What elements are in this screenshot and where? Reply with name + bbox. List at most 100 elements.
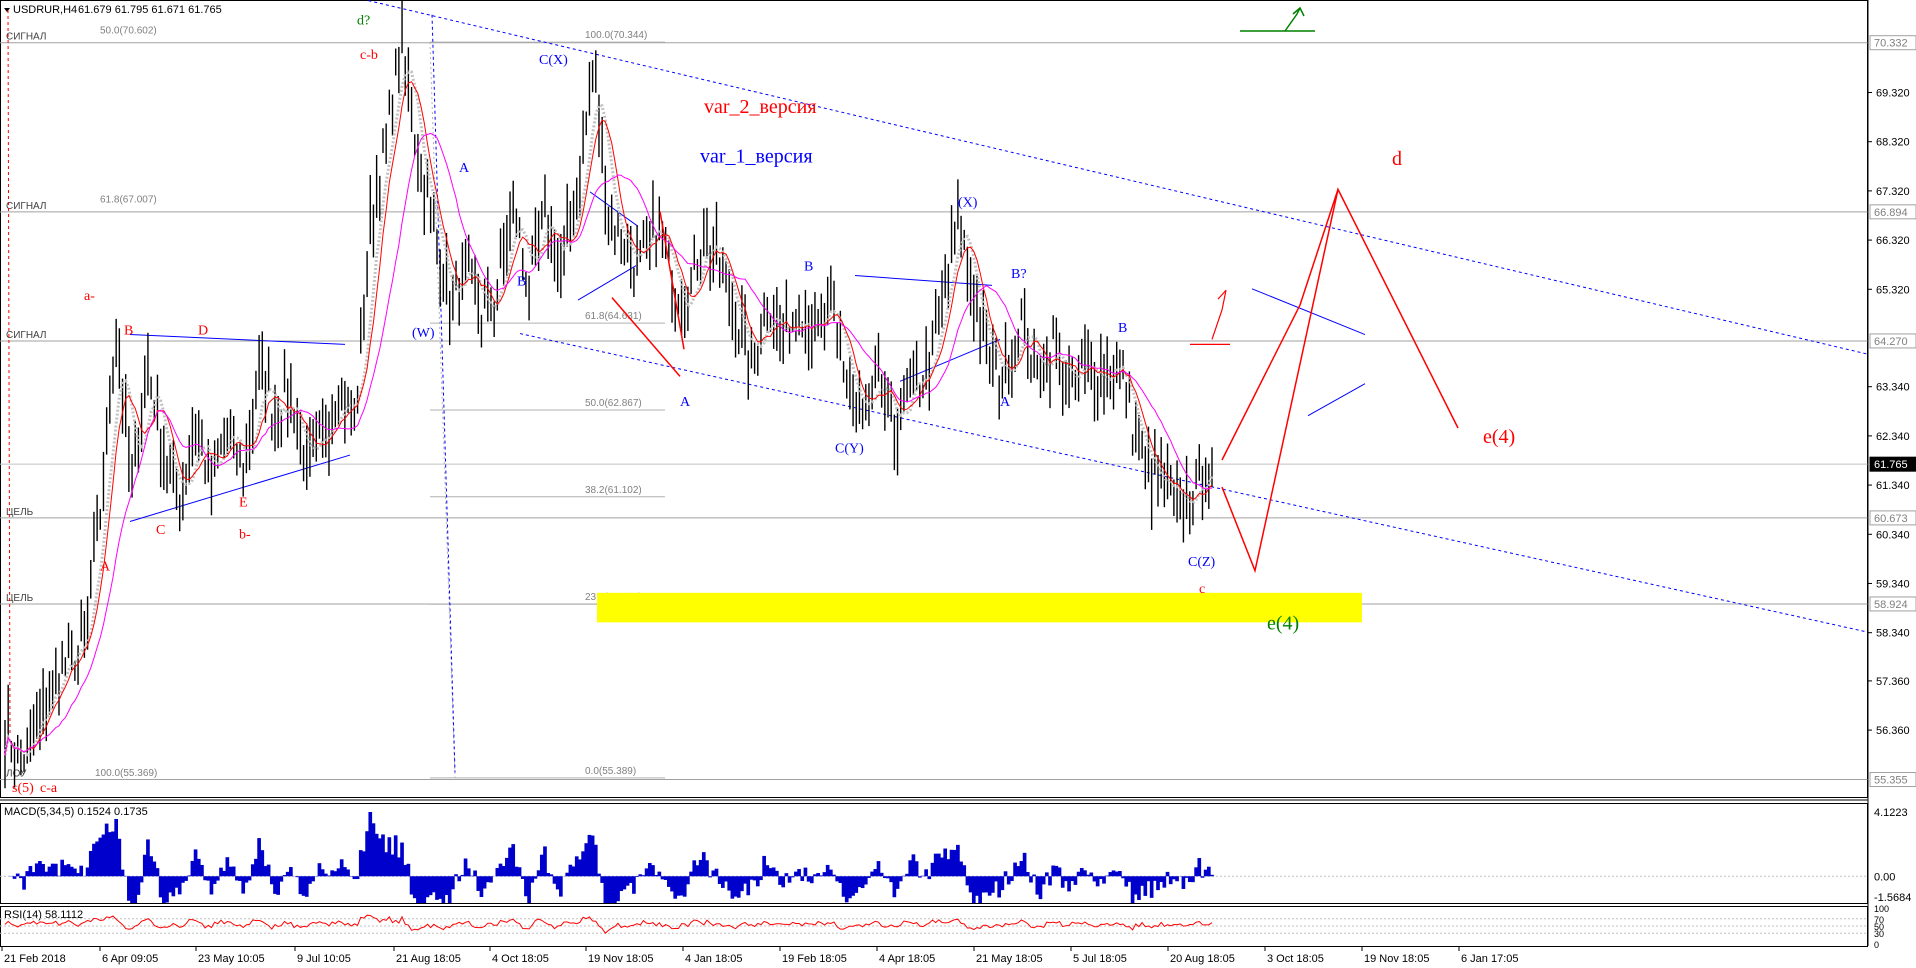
wave-label: C(Z)	[1188, 555, 1216, 570]
x-tick-label: 19 Feb 18:05	[782, 953, 847, 965]
x-tick-label: 20 Aug 18:05	[1170, 953, 1235, 965]
b-wedge-lower	[1307, 383, 1366, 417]
wave-label: c-b	[360, 48, 378, 63]
ma-magenta	[4, 132, 1212, 756]
rsi-tick: 100	[1874, 904, 1889, 914]
fib-label: 38.2(61.102)	[585, 485, 642, 496]
y-tick-label: 56.360	[1876, 725, 1910, 737]
macd-label: MACD(5,34,5) 0.1524 0.1735	[4, 806, 148, 818]
price-axis: 69.320 68.320 67.320 66.320 65.320 63.340 62.3…	[1867, 0, 1916, 946]
projection-lines	[611, 6, 1459, 574]
y-tick-label: 65.320	[1876, 284, 1910, 296]
y-tick-label: 63.340	[1876, 382, 1910, 394]
red-arrow-up	[1211, 290, 1227, 340]
wave-labels: d? c-b C(X) var_2_версия var_1_версия (X) d a- A…	[12, 14, 1515, 796]
wave-label: B?	[1011, 267, 1027, 282]
ma-gray-dotted	[3, 70, 1214, 757]
price-tag	[1869, 456, 1916, 472]
wave-label: E	[239, 496, 248, 511]
main-panel[interactable]	[0, 0, 1868, 800]
wave-label: B	[804, 260, 813, 275]
wave-label: a-	[84, 289, 95, 304]
wave-label: C(Y)	[835, 442, 864, 457]
wave-label: s(5)	[12, 781, 34, 796]
wave-label: A	[1000, 395, 1011, 410]
fib-label: 100.0(55.369)	[95, 768, 157, 779]
fib-label: 50.0(62.867)	[585, 398, 642, 409]
flag-upper	[854, 275, 993, 286]
x-tick-label: 4 Apr 18:05	[879, 953, 935, 965]
x-tick-label: 6 Jan 17:05	[1461, 953, 1519, 965]
wave-label: var_2_версия	[704, 96, 817, 118]
price-tag-label: 58.924	[1874, 599, 1908, 611]
green-arrow-up	[1284, 7, 1301, 32]
wave-label: B	[1118, 321, 1127, 336]
macd-tick: 0.00	[1874, 871, 1895, 883]
fib-label: 61.8(67.007)	[100, 194, 157, 205]
macd-tick: 4.1223	[1874, 807, 1908, 819]
y-tick-label: 62.340	[1876, 431, 1910, 443]
wave-label: var_1_версия	[700, 145, 813, 167]
wave-label: (W)	[412, 326, 435, 341]
ohlc-label: 61.679 61.795 61.671 61.765	[78, 4, 222, 16]
projection-var2	[1221, 187, 1459, 574]
rsi-tick: 0	[1874, 940, 1879, 950]
wedge-lower	[577, 265, 637, 301]
price-tag-label: 60.673	[1874, 513, 1908, 525]
projection-var1	[1221, 189, 1339, 461]
wave-label: c	[1199, 582, 1205, 597]
price-tag-label: 64.270	[1874, 336, 1908, 348]
x-tick-label: 19 Nov 18:05	[1364, 953, 1429, 965]
x-tick-label: 19 Nov 18:05	[588, 953, 653, 965]
header-dropdown-icon[interactable]	[4, 8, 10, 12]
rsi-tick: 70	[1874, 915, 1884, 925]
target-zone	[597, 592, 1362, 623]
wave-label: C	[156, 523, 165, 538]
channel-upper	[363, 0, 1869, 355]
fib-label: 50.0(70.602)	[100, 26, 157, 37]
price-tag	[1869, 204, 1916, 220]
price-tag-label: 55.355	[1874, 775, 1908, 787]
x-tick-label: 21 Feb 2018	[4, 953, 66, 965]
yellow-zone	[597, 592, 1362, 623]
x-tick-label: 4 Jan 18:05	[685, 953, 743, 965]
wave-label: A	[459, 161, 470, 176]
rsi-label: RSI(14) 58.1112	[4, 909, 83, 921]
symbol-label: USDRUR,H4	[13, 4, 77, 16]
vertical-dotted	[431, 14, 456, 773]
x-tick-label: 21 May 18:05	[976, 953, 1043, 965]
y-tick-label: 57.360	[1876, 676, 1910, 688]
macd-pane-border	[0, 803, 1868, 904]
horizontal-levels: СИГНАЛ СИГНАЛ СИГНАЛ ЦЕЛЬ ЦЕЛЬ ЛОУ	[0, 32, 1868, 781]
y-tick-label: 59.340	[1876, 578, 1910, 590]
y-tick-label: 66.320	[1876, 235, 1910, 247]
y-tick-label: 58.340	[1876, 628, 1910, 640]
price-tag-label: 66.894	[1874, 207, 1908, 219]
wave-label: C(X)	[539, 53, 568, 68]
price-tag	[1869, 596, 1916, 612]
moving-averages	[3, 70, 1214, 757]
y-tick-label: 69.320	[1876, 87, 1910, 99]
wave-label: D	[198, 324, 208, 339]
price-tag	[1869, 510, 1916, 526]
fib-label: 61.8(64.631)	[585, 311, 642, 322]
x-tick-label: 6 Apr 09:05	[102, 953, 158, 965]
wave-label: A	[100, 560, 111, 575]
x-tick-label: 21 Aug 18:05	[396, 953, 461, 965]
wedge-upper	[589, 191, 639, 227]
red-drop-1	[659, 211, 685, 350]
level-label: ЦЕЛЬ	[6, 593, 34, 604]
rsi-path	[4, 914, 1213, 934]
green-arrow-head	[1292, 6, 1305, 17]
time-axis: 21 Feb 2018 6 Apr 09:05 23 May 10:05 9 Jul …	[1, 946, 1519, 965]
left-red-dotted	[7, 9, 11, 734]
wave-label: d	[1392, 148, 1402, 170]
y-tick-label: 67.320	[1876, 186, 1910, 198]
wave-label: B	[124, 324, 133, 339]
fib-label: 0.0(55.389)	[585, 766, 636, 777]
price-tag-label: 61.765	[1874, 459, 1908, 471]
wave-label: e(4)	[1483, 426, 1515, 448]
triangle-lower	[129, 454, 351, 522]
